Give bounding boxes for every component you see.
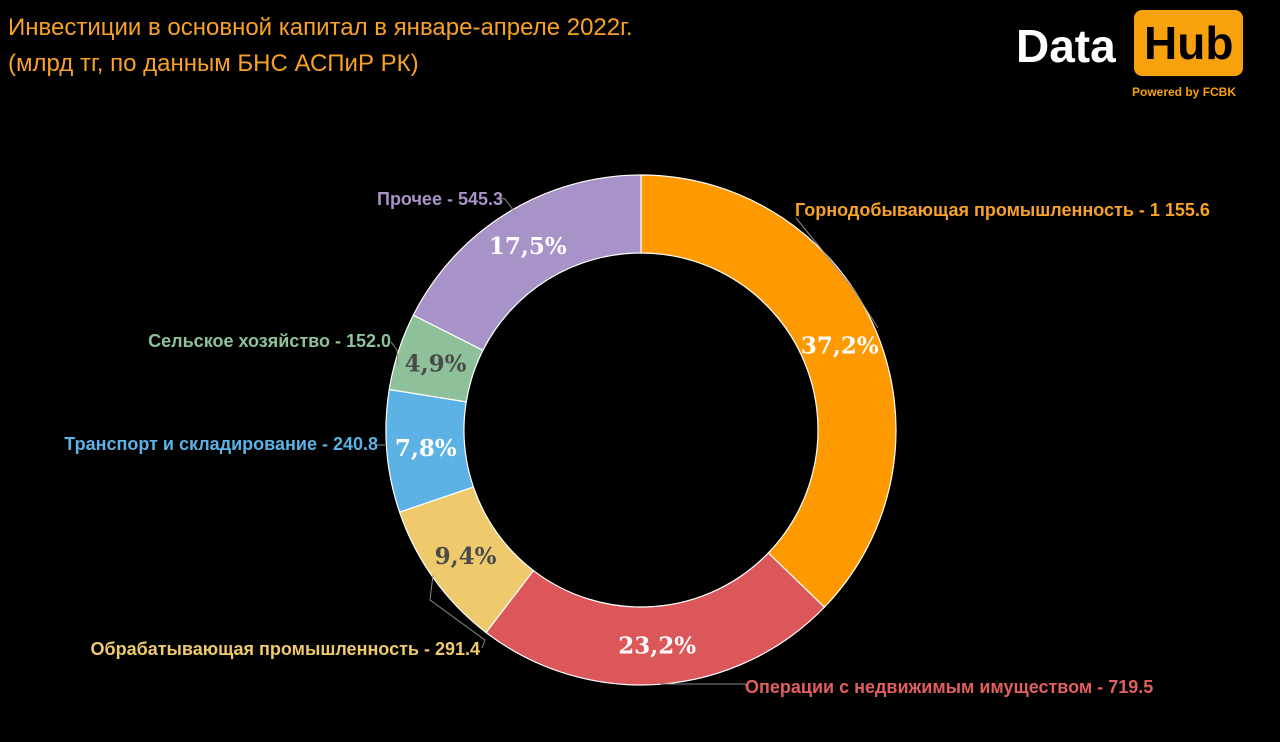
slice-category-label: Транспорт и складирование - 240.8 — [64, 434, 378, 454]
leader-line — [795, 217, 879, 329]
slice-category-label: Прочее - 545.3 — [377, 189, 503, 209]
leader-line — [429, 574, 486, 649]
slice-category-label: Обрабатывающая промышленность - 291.4 — [90, 639, 480, 659]
logo-data-text: Data — [1016, 20, 1116, 72]
slice-category-label: Горнодобывающая промышленность - 1 155.6 — [795, 200, 1210, 220]
slice-percent-label: 17,5% — [489, 233, 567, 260]
logo-hub-text: Hub — [1134, 10, 1244, 76]
leader-line — [390, 341, 399, 366]
slice-percent-label: 4,9% — [405, 350, 467, 377]
donut-slice — [412, 174, 642, 352]
chart-title-block: Инвестиции в основной капитал в январе-а… — [8, 10, 633, 82]
logo-subtitle: Powered by FCBK — [1132, 85, 1237, 99]
leader-line — [499, 197, 517, 215]
chart-title: Инвестиции в основной капитал в январе-а… — [8, 14, 633, 41]
leader-line — [660, 683, 749, 689]
slice-percent-label: 7,8% — [395, 435, 457, 462]
chart-subtitle: (млрд тг, по данным БНС АСПиР РК) — [8, 50, 419, 77]
slice-category-label: Сельское хозяйство - 152.0 — [148, 331, 391, 351]
slice-percent-label: 9,4% — [435, 543, 497, 570]
slice-category-label: Операции с недвижимым имуществом - 719.5 — [745, 677, 1153, 697]
slice-percent-label: 37,2% — [801, 333, 879, 360]
slice-percent-label: 23,2% — [618, 632, 696, 659]
donut-slice — [640, 174, 897, 608]
datahub-logo: Data Hub Powered by FCBK — [1014, 10, 1250, 102]
donut-slice — [485, 552, 826, 686]
